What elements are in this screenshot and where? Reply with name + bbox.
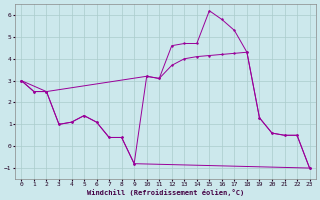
X-axis label: Windchill (Refroidissement éolien,°C): Windchill (Refroidissement éolien,°C) — [87, 189, 244, 196]
